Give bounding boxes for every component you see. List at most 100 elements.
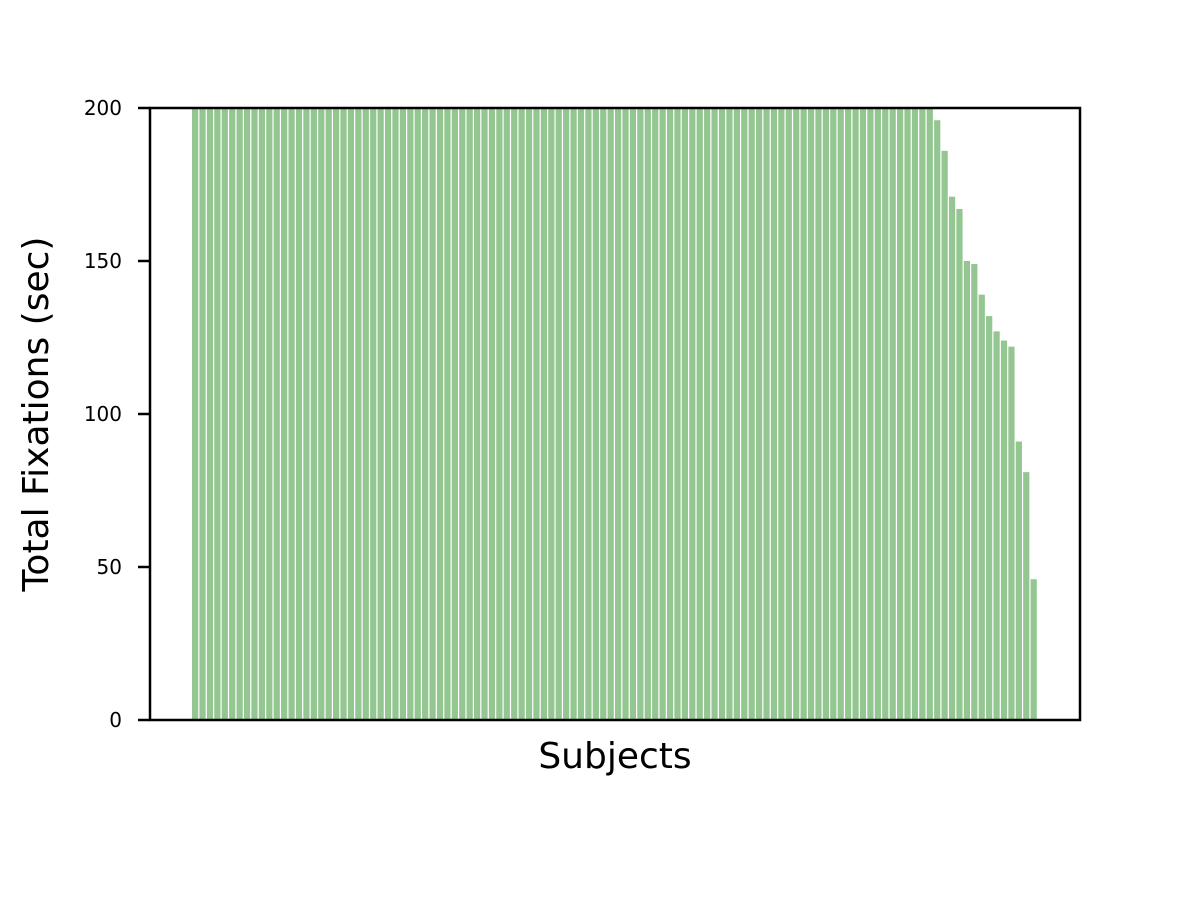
- bar: [251, 108, 258, 720]
- bar: [518, 108, 525, 720]
- bar: [948, 196, 956, 721]
- bar: [377, 108, 384, 720]
- bar: [815, 108, 822, 720]
- bar: [548, 108, 555, 720]
- bar: [318, 108, 325, 720]
- bar: [1008, 346, 1015, 720]
- bar: [585, 108, 592, 720]
- bar: [859, 108, 867, 720]
- bar: [822, 108, 830, 720]
- bar: [926, 108, 933, 720]
- bar: [414, 108, 421, 720]
- bar: [934, 120, 941, 721]
- bar: [882, 108, 889, 720]
- bar: [978, 294, 985, 720]
- bar: [763, 108, 770, 720]
- plot-frame: [148, 106, 1082, 722]
- bar: [592, 108, 599, 720]
- bar: [303, 108, 310, 720]
- bar: [986, 316, 993, 720]
- bar: [785, 108, 792, 720]
- bar: [629, 108, 637, 720]
- bar: [555, 108, 562, 720]
- bar: [874, 108, 881, 720]
- bar: [993, 331, 1000, 720]
- bar: [273, 108, 280, 720]
- bar: [807, 108, 815, 720]
- bar: [919, 108, 926, 720]
- bar: [718, 108, 726, 720]
- y-tick-label: 150: [84, 249, 122, 273]
- bar: [971, 264, 978, 720]
- bar: [577, 108, 585, 720]
- bar: [659, 108, 666, 720]
- bar: [295, 108, 303, 720]
- bar: [867, 108, 874, 720]
- bar: [511, 108, 518, 720]
- bar: [340, 108, 347, 720]
- bar: [644, 108, 651, 720]
- bar: [214, 108, 221, 720]
- bar: [607, 108, 614, 720]
- bar: [652, 108, 659, 720]
- bar: [911, 108, 919, 720]
- bar: [689, 108, 696, 720]
- bar: [770, 108, 778, 720]
- bar: [1015, 441, 1022, 720]
- bar: [466, 108, 473, 720]
- bar: [370, 108, 377, 720]
- bar: [726, 108, 733, 720]
- bar: [793, 108, 800, 720]
- bar: [956, 208, 963, 721]
- bar: [333, 108, 340, 720]
- bar: [563, 108, 570, 720]
- bar: [525, 108, 533, 720]
- bar: [325, 108, 332, 720]
- bar: [941, 150, 948, 721]
- bar: [429, 108, 436, 720]
- bar: [444, 108, 451, 720]
- y-tick-label: 0: [109, 708, 122, 732]
- bar: [310, 108, 317, 720]
- bar: [1000, 340, 1008, 720]
- bar: [503, 108, 510, 720]
- bar: [347, 108, 355, 720]
- bar: [236, 108, 243, 720]
- y-ticks-group: 0 50 100 150 200: [84, 96, 150, 732]
- bar: [681, 108, 689, 720]
- bar: [897, 108, 904, 720]
- bar: [1023, 472, 1030, 720]
- y-tick-label: 200: [84, 96, 122, 120]
- bar: [451, 108, 458, 720]
- bar: [392, 108, 399, 720]
- bar: [800, 108, 807, 720]
- bar: [496, 108, 503, 720]
- bar: [830, 108, 837, 720]
- y-axis-label: Total Fixations (sec): [16, 237, 57, 593]
- bar: [666, 108, 674, 720]
- bar: [963, 261, 971, 720]
- bar: [837, 108, 844, 720]
- bar: [399, 108, 407, 720]
- bar: [266, 108, 273, 720]
- bar: [889, 108, 896, 720]
- bar: [474, 108, 481, 720]
- bar: [748, 108, 755, 720]
- bar: [674, 108, 681, 720]
- bar: [422, 108, 429, 720]
- bar: [852, 108, 859, 720]
- bar: [384, 108, 392, 720]
- bar: [845, 108, 852, 720]
- bar: [540, 108, 548, 720]
- bar: [281, 108, 288, 720]
- bars-group: [192, 108, 1037, 721]
- x-axis-label: Subjects: [538, 736, 691, 777]
- bar: [711, 108, 718, 720]
- bar: [192, 108, 199, 720]
- bar: [221, 108, 228, 720]
- bar: [704, 108, 711, 720]
- bar: [615, 108, 622, 720]
- bar: [488, 108, 496, 720]
- bar: [436, 108, 444, 720]
